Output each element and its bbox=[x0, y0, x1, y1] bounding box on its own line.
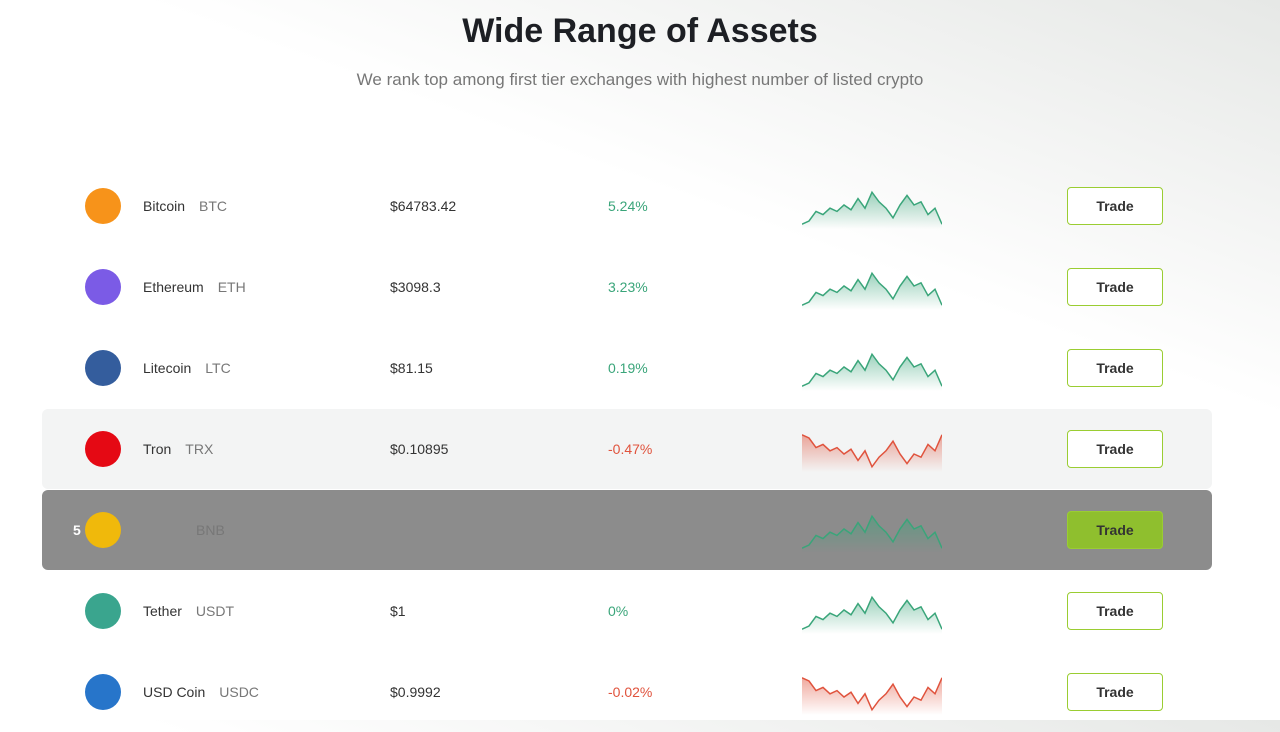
coin-icon bbox=[85, 674, 121, 710]
asset-change: -0.02% bbox=[608, 684, 653, 700]
asset-symbol: USDC bbox=[219, 684, 259, 700]
trade-button[interactable]: Trade bbox=[1067, 511, 1163, 549]
asset-row: Tether USDT $1 0% Trade bbox=[42, 571, 1212, 651]
sparkline bbox=[802, 434, 942, 472]
asset-name: Tether USDT bbox=[143, 603, 235, 619]
asset-name: Ethereum ETH bbox=[143, 279, 246, 295]
asset-row: USD Coin USDC $0.9992 -0.02% Trade bbox=[42, 652, 1212, 732]
asset-row: Bitcoin BTC $64783.42 5.24% Trade bbox=[42, 166, 1212, 246]
asset-price: $1 bbox=[390, 603, 406, 619]
asset-name: Bitcoin BTC bbox=[143, 198, 228, 214]
sparkline bbox=[802, 595, 942, 634]
asset-name: Litecoin LTC bbox=[143, 360, 231, 376]
trade-button[interactable]: Trade bbox=[1067, 592, 1163, 630]
asset-symbol: LTC bbox=[205, 360, 231, 376]
sparkline bbox=[802, 677, 942, 715]
coin-icon bbox=[85, 350, 121, 386]
coin-icon bbox=[85, 188, 121, 224]
trade-button[interactable]: Trade bbox=[1067, 349, 1163, 387]
trade-button[interactable]: Trade bbox=[1067, 187, 1163, 225]
asset-symbol: BTC bbox=[199, 198, 228, 214]
trade-button[interactable]: Trade bbox=[1067, 430, 1163, 468]
asset-price: $3098.3 bbox=[390, 279, 441, 295]
coin-icon bbox=[85, 431, 121, 467]
asset-row: Tron TRX $0.10895 -0.47% Trade bbox=[42, 409, 1212, 489]
asset-name: Tron TRX bbox=[143, 441, 214, 457]
asset-symbol: USDT bbox=[195, 603, 235, 619]
trade-button[interactable]: Trade bbox=[1067, 268, 1163, 306]
asset-price: $0.10895 bbox=[390, 441, 449, 457]
sparkline bbox=[802, 352, 942, 391]
asset-price: $81.15 bbox=[390, 360, 433, 376]
coin-icon bbox=[85, 512, 121, 548]
coin-icon bbox=[85, 593, 121, 629]
subtitle: We rank top among first tier exchanges w… bbox=[356, 70, 924, 89]
asset-price: $64783.42 bbox=[390, 198, 457, 214]
asset-change: 3.23% bbox=[608, 279, 648, 295]
asset-row: Ethereum ETH $3098.3 3.23% Trade bbox=[42, 247, 1212, 327]
asset-row: 5 BNB Trade bbox=[42, 490, 1212, 570]
sparkline bbox=[802, 190, 942, 229]
asset-price: $0.9992 bbox=[390, 684, 441, 700]
asset-symbol: BNB bbox=[196, 522, 225, 538]
rank: 5 bbox=[73, 522, 81, 538]
asset-name: USD Coin USDC bbox=[143, 684, 259, 700]
asset-change: 0.19% bbox=[608, 360, 648, 376]
sparkline bbox=[802, 514, 942, 553]
asset-change: 5.24% bbox=[608, 198, 648, 214]
asset-change: 0% bbox=[608, 603, 629, 619]
asset-symbol: ETH bbox=[217, 279, 246, 295]
sparkline bbox=[802, 271, 942, 310]
coin-icon bbox=[85, 269, 121, 305]
asset-row: Litecoin LTC $81.15 0.19% Trade bbox=[42, 328, 1212, 408]
trade-button[interactable]: Trade bbox=[1067, 673, 1163, 711]
title: Wide Range of Assets bbox=[462, 12, 818, 50]
asset-name: BNB bbox=[182, 522, 225, 538]
asset-change: -0.47% bbox=[608, 441, 653, 457]
asset-symbol: TRX bbox=[185, 441, 214, 457]
